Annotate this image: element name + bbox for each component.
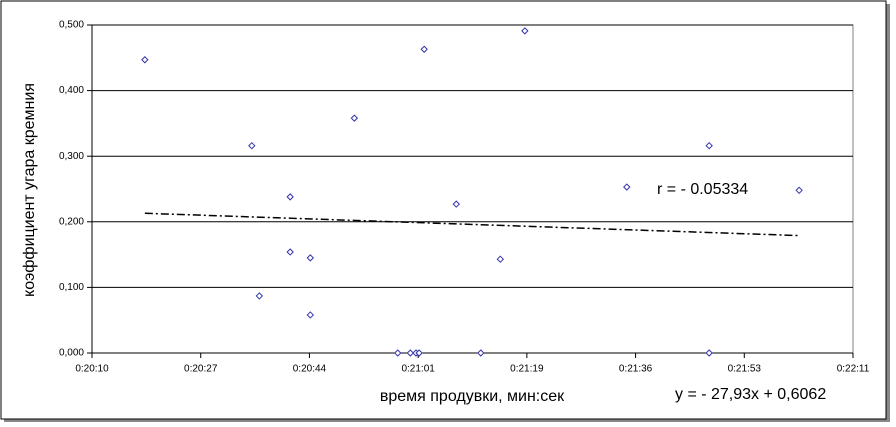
point	[306, 311, 315, 319]
point	[420, 45, 428, 53]
point	[286, 248, 294, 256]
point	[141, 56, 149, 64]
annotation: r = - 0.05334	[657, 181, 748, 198]
x-tick-label: 0:20:27	[184, 364, 218, 375]
point	[623, 183, 631, 191]
point	[521, 27, 529, 35]
x-axis-label: время продувки, мин:сек	[380, 388, 565, 405]
point	[286, 193, 294, 201]
point	[496, 255, 505, 263]
y-axis-label: коэффициент угара кремния	[21, 83, 38, 297]
y-tick-label: 0,500	[59, 20, 84, 31]
x-tick-label: 0:22:11	[837, 364, 870, 375]
x-tick-label: 0:21:53	[728, 364, 762, 375]
point	[452, 200, 460, 208]
x-tick-label: 0:20:44	[293, 364, 327, 375]
point	[705, 349, 713, 357]
point	[705, 141, 713, 150]
y-tick-label: 0,400	[59, 85, 84, 96]
y-tick-label: 0,100	[59, 282, 84, 293]
y-tick-label: 0,000	[59, 348, 84, 359]
trend-line	[144, 212, 800, 237]
y-tick-label: 0,200	[59, 216, 84, 227]
point	[350, 114, 359, 122]
x-tick-label: 0:20:10	[75, 364, 109, 375]
y-tick-label: 0,300	[59, 151, 84, 162]
point	[248, 141, 256, 150]
point	[477, 349, 485, 357]
x-tick-label: 0:21:36	[619, 364, 653, 375]
point	[795, 186, 803, 195]
point	[406, 349, 415, 357]
point	[394, 349, 402, 357]
x-tick-label: 0:21:19	[510, 364, 544, 375]
annotation: y = - 27,93x + 0,6062	[675, 386, 826, 403]
point	[306, 254, 315, 262]
x-tick-label: 0:21:01	[401, 364, 435, 375]
point	[255, 292, 264, 300]
point	[415, 349, 423, 357]
